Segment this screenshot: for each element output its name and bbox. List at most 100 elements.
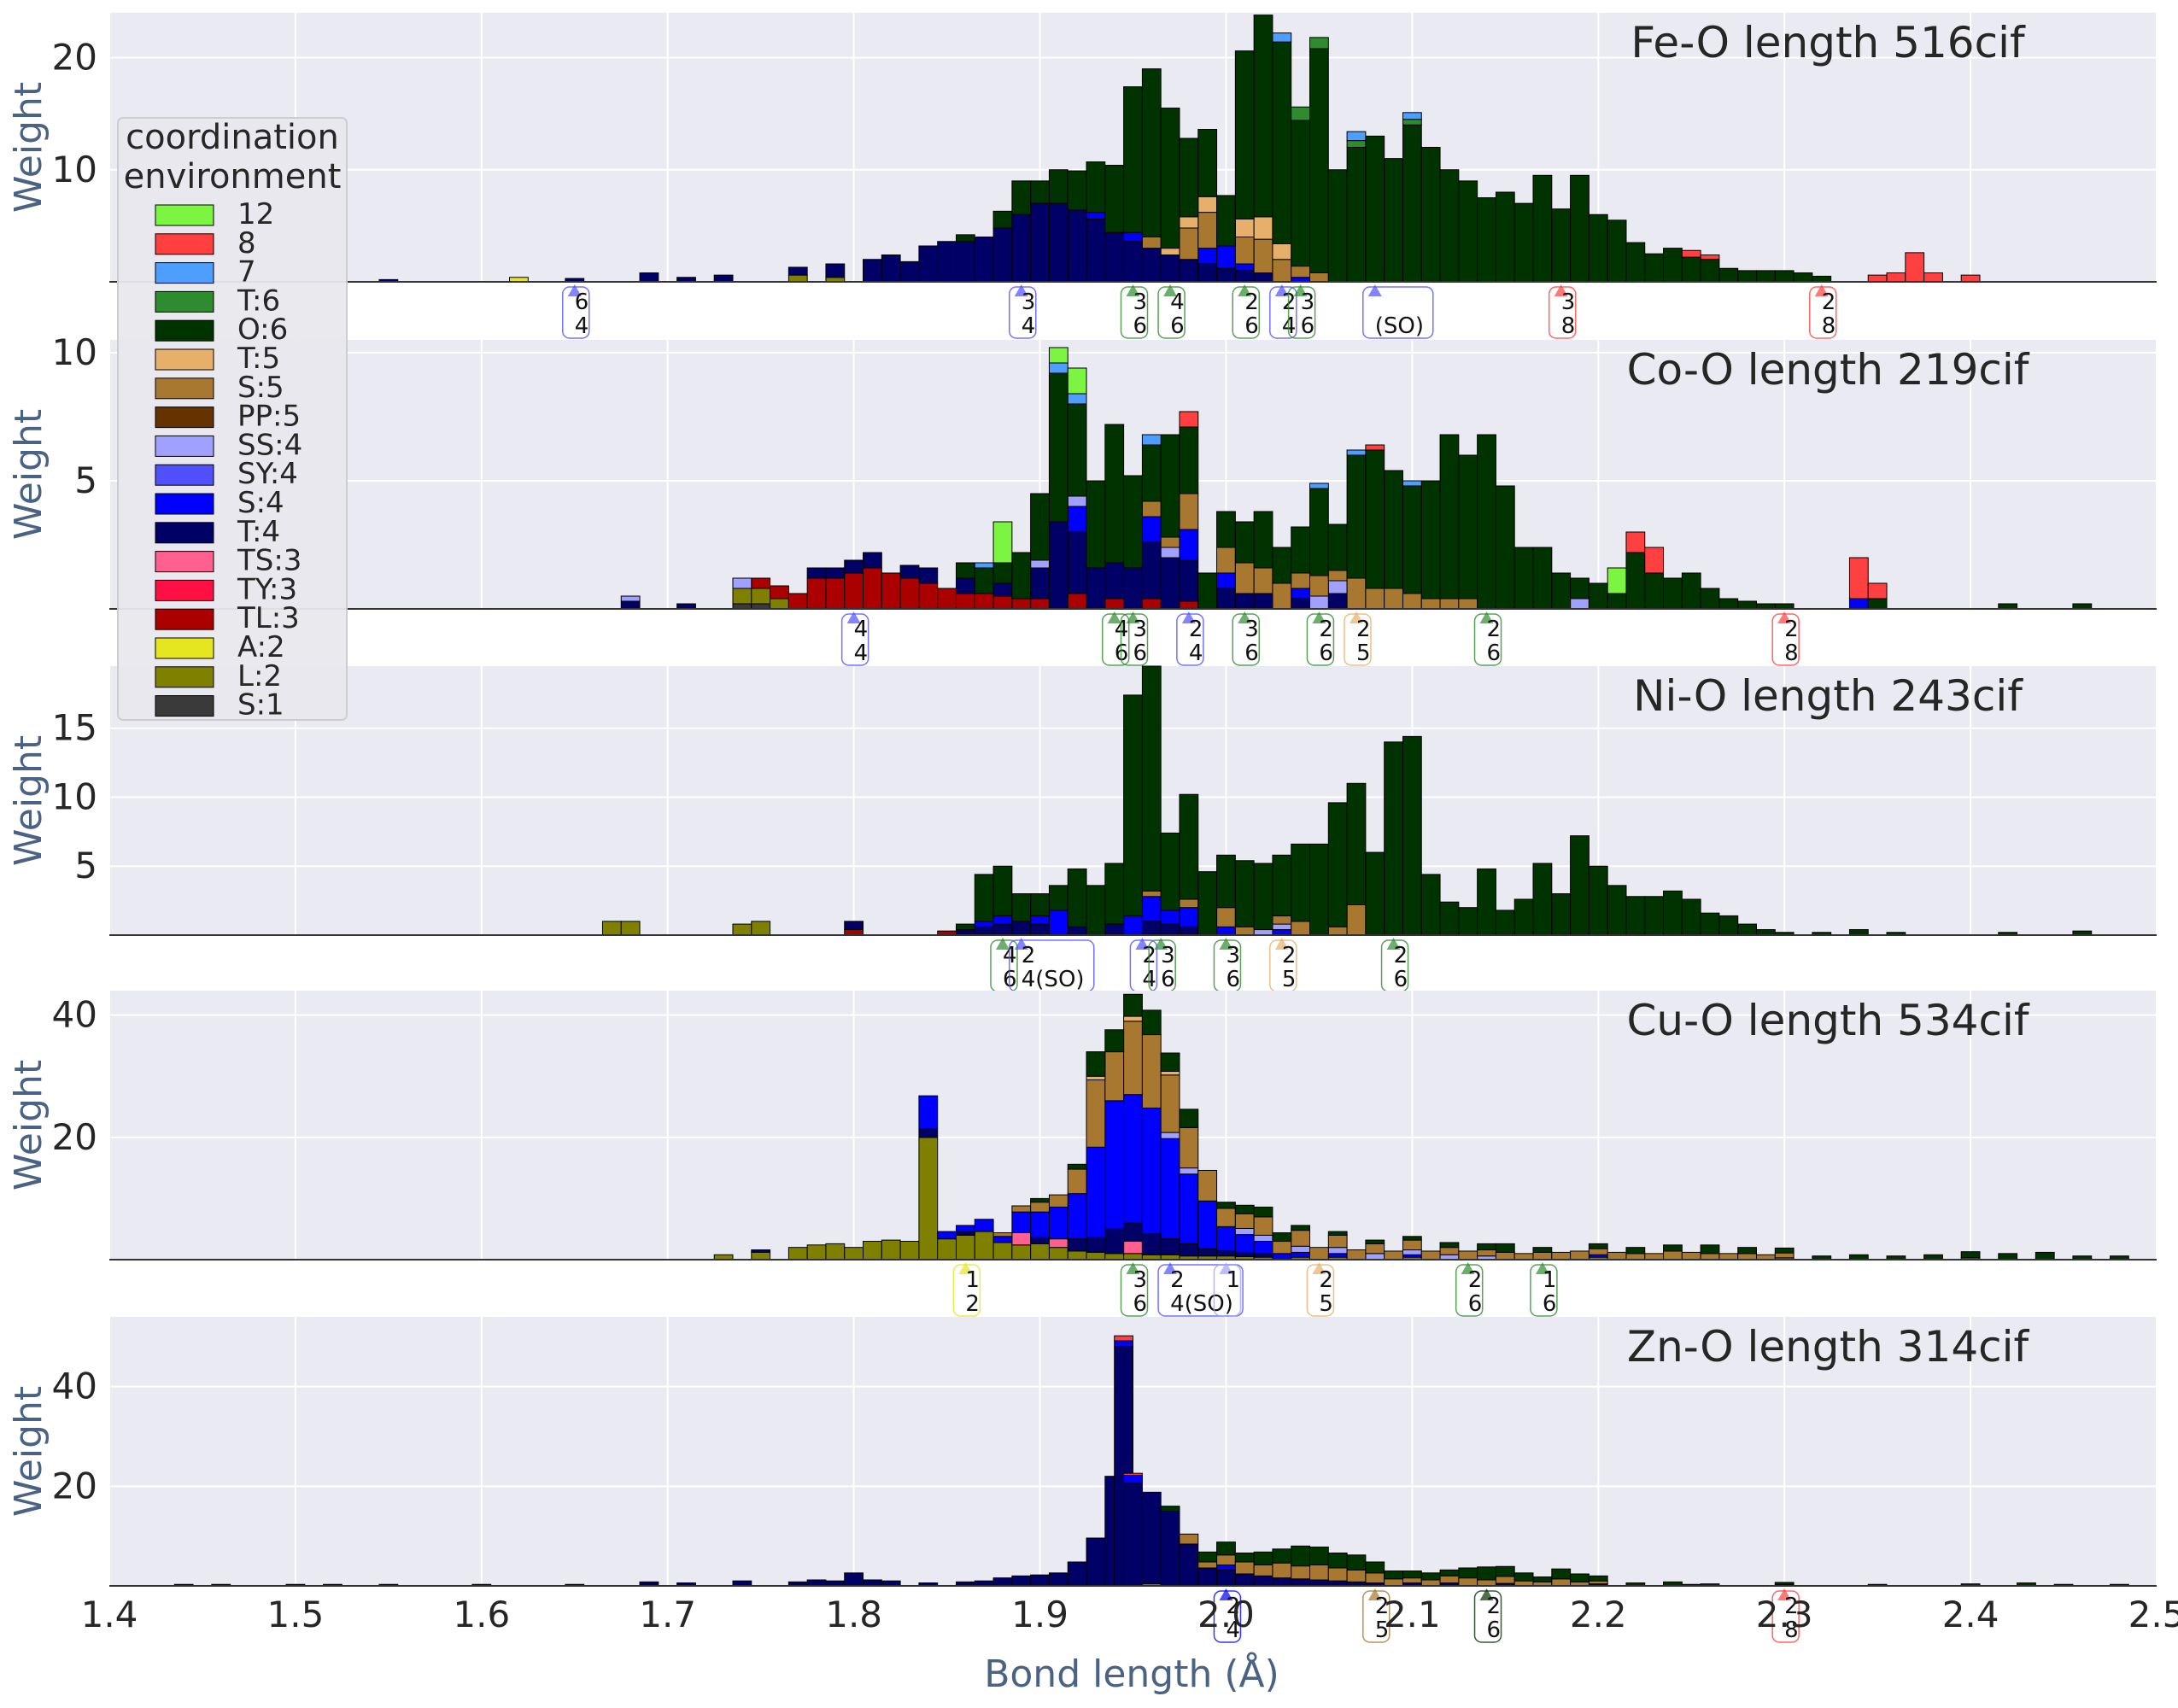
bar-segment: [1588, 1575, 1608, 1582]
bar-segment: [1309, 37, 1329, 50]
bar-segment: [1681, 249, 1701, 258]
marker-triangle: [1461, 1262, 1475, 1274]
bar-segment: [1402, 1236, 1422, 1241]
bar-segment: [1570, 1250, 1590, 1261]
legend-swatch: [155, 377, 214, 400]
marker-bottom-label: 6: [1226, 967, 1240, 992]
marker-top-label: 2: [1244, 290, 1259, 315]
bar-segment: [1700, 912, 1720, 936]
bar-segment: [1067, 1238, 1087, 1252]
bar-segment: [1179, 600, 1199, 610]
bar-segment: [1104, 424, 1125, 564]
bar-segment: [992, 865, 1013, 916]
bar-segment: [1867, 598, 1888, 610]
legend-label: A:2: [237, 630, 285, 664]
marker-triangle: [1163, 284, 1178, 296]
bar-segment: [1123, 475, 1143, 569]
bar-segment: [937, 241, 957, 283]
marker: 16: [1530, 1262, 1558, 1317]
marker: 24: [1213, 1588, 1242, 1643]
bar-segment: [751, 1249, 771, 1253]
bar-segment: [1179, 216, 1199, 229]
marker-bottom-label: 6: [1319, 640, 1333, 666]
bar-segment: [1179, 1243, 1199, 1257]
bar-segment: [1253, 1565, 1273, 1576]
bar-segment: [1030, 559, 1050, 569]
bar-segment: [1011, 1575, 1032, 1587]
bar-segment: [1048, 1572, 1069, 1587]
marker-top-label: 3: [1133, 617, 1148, 642]
x-tick-label: 1.8: [825, 1594, 882, 1635]
marker-top-label: 3: [1161, 943, 1175, 968]
bar-segment: [1495, 1251, 1515, 1261]
marker-box: [1455, 1264, 1484, 1317]
bar-segment: [1179, 926, 1199, 936]
marker-box: [1157, 1264, 1244, 1317]
bar-segment: [1011, 214, 1032, 283]
bar-segment: [899, 577, 920, 610]
bar-segment: [863, 567, 882, 610]
bar-segment: [974, 593, 994, 610]
bar-segment: [1197, 1169, 1218, 1202]
bar-segment: [1458, 1250, 1478, 1261]
marker-triangle: [1367, 284, 1382, 296]
bar-segment: [1848, 598, 1869, 610]
bar-segment: [1625, 531, 1646, 553]
marker-box: [1176, 613, 1204, 666]
marker-triangle: [1154, 938, 1168, 950]
bar-segment: [1346, 449, 1367, 456]
marker-triangle: [1777, 611, 1792, 623]
bar-segment: [1197, 1551, 1218, 1563]
bar-segment: [1439, 1569, 1460, 1576]
bar-segment: [1123, 1094, 1143, 1224]
marker-bottom-label: 6: [1487, 1617, 1502, 1643]
marker-bottom-label: 6: [1244, 640, 1259, 666]
bar-segment: [1291, 1230, 1311, 1247]
bar-segment: [1141, 896, 1162, 922]
bar-segment: [1905, 252, 1925, 283]
bar-segment: [1160, 557, 1180, 610]
y-tick-label: 5: [74, 459, 97, 501]
marker-triangle: [1219, 938, 1233, 950]
bar-segment: [1755, 270, 1776, 283]
bar-segment: [1197, 1200, 1218, 1249]
bar-segment: [1123, 1253, 1143, 1261]
bar-segment: [1197, 196, 1218, 214]
marker-bottom-label: 5: [1375, 1617, 1390, 1643]
marker-box: [1809, 286, 1837, 339]
bar-segment: [899, 1241, 920, 1261]
bar-segment: [1551, 208, 1572, 283]
bar-segment: [1663, 577, 1683, 610]
legend-swatch: [155, 551, 214, 573]
bar-segment: [1737, 923, 1757, 936]
bar-segment: [1700, 1244, 1720, 1255]
bar-segment: [1086, 1146, 1106, 1238]
bar-segment: [955, 234, 975, 243]
bar-segment: [1291, 1578, 1311, 1587]
bar-segment: [1216, 245, 1236, 269]
bar-segment: [1402, 1577, 1422, 1583]
bar-segment: [751, 1251, 771, 1261]
bar-segment: [1179, 1126, 1199, 1169]
bar-segment: [1420, 1572, 1441, 1581]
bar-segment: [1104, 1228, 1125, 1255]
marker: 36: [1232, 611, 1260, 666]
bar-segment: [1123, 993, 1143, 1017]
bar-segment: [1179, 1543, 1199, 1587]
marker: 46: [1157, 284, 1186, 339]
bar-segment: [1216, 1208, 1236, 1227]
marker-box: [1473, 613, 1502, 666]
legend-entry: A:2: [155, 630, 285, 664]
legend-entry: TL:3: [155, 601, 300, 635]
marker-triangle: [1135, 938, 1150, 950]
bar-segment: [1700, 254, 1720, 260]
bar-segment: [1923, 272, 1943, 283]
bar-segment: [1365, 444, 1385, 451]
bar-segment: [1123, 1483, 1143, 1587]
bar-segment: [1272, 547, 1292, 584]
bar-segment: [1570, 174, 1590, 283]
legend-swatch: [155, 666, 214, 688]
bar-segment: [1495, 191, 1515, 283]
bar-segment: [1234, 926, 1255, 936]
bar-segment: [1272, 259, 1292, 283]
